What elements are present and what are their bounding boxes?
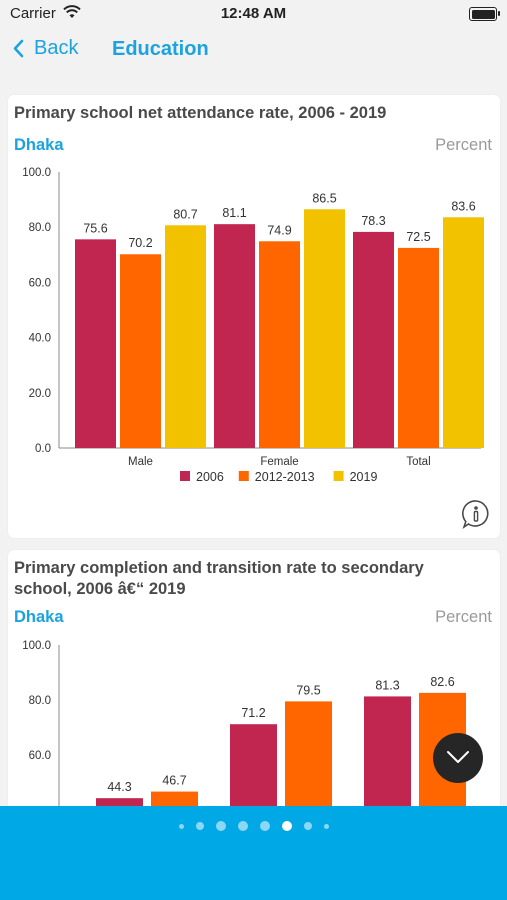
x-category-label: Male — [128, 456, 153, 468]
legend-swatch — [180, 471, 190, 481]
page-dot[interactable] — [195, 822, 204, 830]
y-tick-label: 40.0 — [29, 333, 51, 345]
info-icon — [462, 500, 489, 529]
legend-label: 2006 — [196, 470, 224, 484]
bar-value-label: 78.3 — [361, 214, 385, 228]
legend-swatch — [238, 471, 249, 481]
bar-value-label: 83.6 — [451, 199, 475, 213]
back-label: Back — [34, 37, 79, 59]
y-tick-label: 20.0 — [29, 388, 51, 400]
carrier-label: Carrier — [10, 5, 56, 22]
chart-card-attendance: Primary school net attendance rate, 2006… — [8, 95, 500, 538]
y-tick-label: 60.0 — [29, 277, 51, 289]
legend-item: 2006 — [180, 470, 224, 484]
bar-value-label: 82.6 — [430, 675, 454, 689]
bar-value-label: 75.6 — [83, 221, 107, 235]
status-bar: Carrier 12:48 AM — [0, 0, 507, 28]
chart-card-completion: Primary completion and transition rate t… — [8, 550, 500, 850]
y-tick-label: 100.0 — [22, 640, 51, 652]
attendance-chart: 0.0 20.0 40.0 60.0 80.0 100.0 75.6 70.2 80.7 Male… — [22, 167, 484, 484]
card-title: Primary completion and transition rate t… — [14, 559, 424, 598]
bottom-bar — [0, 806, 507, 900]
page-dot[interactable] — [215, 821, 226, 831]
page-dot[interactable] — [323, 823, 329, 829]
legend-label: 2019 — [350, 470, 378, 484]
y-tick-label: 0.0 — [35, 443, 51, 455]
battery-icon — [469, 7, 500, 21]
y-tick-label: 80.0 — [29, 222, 51, 234]
unit-label: Percent — [435, 608, 492, 626]
card-title: Primary school net attendance rate, 2006… — [14, 104, 387, 122]
legend-item: 2012-2013 — [238, 470, 315, 484]
page-dot[interactable] — [281, 821, 292, 831]
region-label: Dhaka — [14, 136, 64, 154]
bar-value-label: 81.3 — [375, 678, 399, 692]
chart-bar — [214, 224, 255, 448]
bar-value-label: 71.2 — [241, 706, 265, 720]
chart-bar — [398, 247, 439, 448]
legend-item: 2019 — [333, 470, 378, 484]
page-dot[interactable] — [259, 821, 270, 831]
chevron-left-icon — [13, 39, 24, 58]
chart-bar — [304, 209, 345, 448]
navigation-bar: Back Education — [0, 30, 507, 70]
chart-bar — [120, 254, 161, 448]
page-title: Education — [112, 38, 209, 60]
chart-bar — [165, 225, 206, 448]
scroll-down-button[interactable] — [433, 733, 483, 783]
legend-label: 2012-2013 — [255, 470, 315, 484]
unit-label: Percent — [435, 136, 492, 154]
y-tick-label: 80.0 — [29, 695, 51, 707]
back-button[interactable]: Back — [12, 37, 78, 60]
info-button[interactable] — [460, 498, 492, 530]
region-label: Dhaka — [14, 608, 64, 626]
x-category-label: Female — [260, 456, 298, 468]
bar-value-label: 80.7 — [173, 207, 197, 221]
chart-bar — [259, 241, 300, 448]
status-time: 12:48 AM — [220, 5, 287, 22]
y-tick-label: 100.0 — [22, 167, 51, 179]
bar-value-label: 81.1 — [222, 206, 246, 220]
bar-value-label: 72.5 — [406, 230, 430, 244]
bar-value-label: 70.2 — [128, 236, 152, 250]
chart-bar — [75, 239, 116, 448]
bar-value-label: 44.3 — [107, 780, 131, 794]
wifi-icon — [63, 5, 81, 23]
chevron-down-icon — [447, 751, 469, 763]
bar-value-label: 79.5 — [296, 683, 320, 697]
bar-value-label: 46.7 — [162, 774, 186, 788]
x-category-label: Total — [406, 456, 430, 468]
page-dot[interactable] — [178, 823, 184, 829]
page-indicator[interactable] — [0, 820, 507, 832]
chart-bar — [353, 231, 394, 448]
chart-bar — [443, 217, 484, 448]
bar-value-label: 86.5 — [312, 191, 336, 205]
page-dot[interactable] — [303, 822, 312, 830]
bar-value-label: 74.9 — [267, 223, 291, 237]
page-dot[interactable] — [237, 821, 248, 831]
y-tick-label: 60.0 — [29, 750, 51, 762]
legend-swatch — [333, 471, 344, 481]
